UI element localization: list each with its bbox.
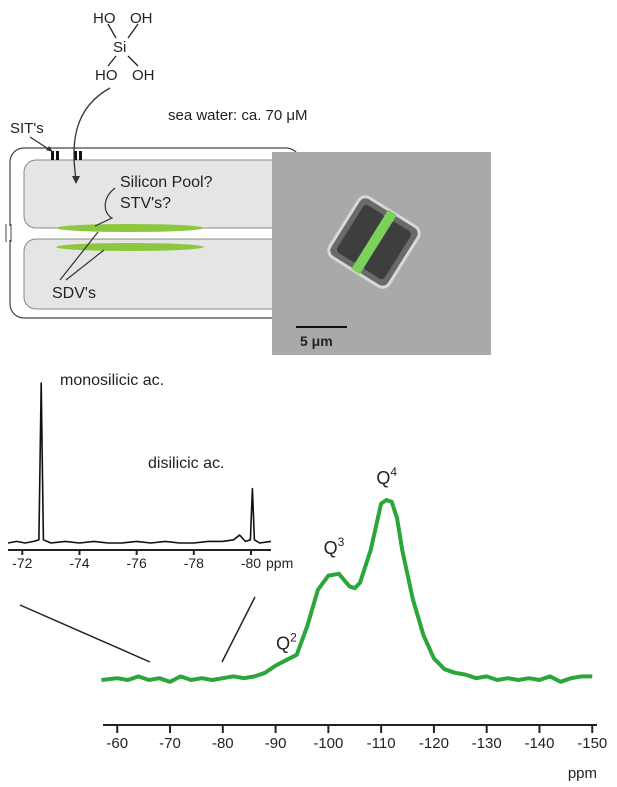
scale-bar-label: 5 μm [300, 333, 333, 349]
atom: OH [132, 67, 155, 84]
x-tick-label: -70 [159, 735, 181, 752]
atom: HO [93, 10, 116, 27]
sea-water-label: sea water: ca. 70 μM [168, 107, 308, 124]
annotation-sup: 4 [390, 465, 397, 479]
sit-label: SIT's [10, 120, 44, 137]
peak-annotation: Q2 [276, 630, 297, 653]
atom: Si [113, 39, 126, 56]
spectrum-line [8, 383, 271, 543]
annotation-sup: 2 [290, 630, 297, 644]
x-tick-label: -90 [265, 735, 287, 752]
leader-line [222, 597, 255, 662]
peak-label: disilicic ac. [148, 455, 224, 472]
cell-diagram: SIT's sea water: ca. 70 μM Silicon Pool?… [4, 88, 308, 318]
annotation-sup: 3 [338, 535, 345, 549]
x-tick-label: -120 [419, 735, 449, 752]
x-tick-label: -110 [367, 735, 396, 752]
x-axis-label: ppm [568, 765, 597, 782]
x-tick-label: -100 [313, 735, 343, 752]
x-tick-label: -72 [12, 555, 32, 571]
x-tick-label: -150 [577, 735, 607, 752]
sdv-label: SDV's [52, 285, 96, 302]
pool-label: Silicon Pool? [120, 174, 213, 191]
spectrum-line [101, 500, 592, 682]
atom: OH [130, 10, 153, 27]
x-tick-label: -140 [524, 735, 554, 752]
peak-label: monosilicic ac. [60, 372, 164, 389]
micrograph: 5 μm [272, 152, 491, 355]
peak-annotation: Q4 [376, 465, 397, 488]
atom: HO [95, 67, 118, 84]
annotation-text: Q [324, 538, 338, 558]
annotation-text: Q [376, 468, 390, 488]
x-tick-label: -76 [127, 555, 147, 571]
figure: HO OH Si HO OH SIT's sea water: ca. 70 μ… [0, 0, 617, 787]
peak-annotation: Q3 [324, 535, 345, 558]
x-tick-label: -60 [106, 735, 128, 752]
annotation-text: Q [276, 633, 290, 653]
x-tick-label: -74 [69, 555, 89, 571]
x-axis-label: ppm [266, 555, 293, 571]
leader-line [20, 605, 150, 662]
silicic-acid: HO OH Si HO OH [93, 10, 155, 84]
x-tick-label: -80 [241, 555, 261, 571]
x-tick-label: -130 [472, 735, 502, 752]
stv-label: STV's? [120, 195, 171, 212]
x-tick-label: -78 [184, 555, 204, 571]
x-tick-label: -80 [212, 735, 234, 752]
